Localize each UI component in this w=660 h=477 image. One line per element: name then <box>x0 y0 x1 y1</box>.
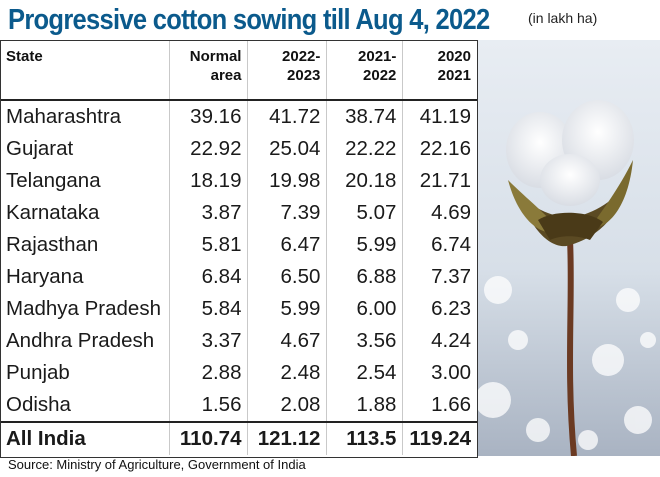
table-row: Karnataka 3.87 7.39 5.07 4.69 <box>0 197 478 229</box>
header-2020-2021: 2020 2021 <box>402 40 478 101</box>
header-label-line1: 2022- <box>282 48 321 65</box>
table-row: Haryana 6.84 6.50 6.88 7.37 <box>0 261 478 293</box>
state-name-cell: All India <box>0 421 170 455</box>
value-cell: 22.92 <box>169 133 249 165</box>
value-cell: 2.54 <box>326 357 404 389</box>
value-cell: 22.22 <box>326 133 404 165</box>
state-name-cell: Gujarat <box>0 133 170 165</box>
header-label-line1: 2021- <box>358 48 397 65</box>
table-row: Odisha 1.56 2.08 1.88 1.66 <box>0 389 478 422</box>
value-cell: 1.56 <box>169 389 249 422</box>
source-note: Source: Ministry of Agriculture, Governm… <box>8 457 306 472</box>
state-name-cell: Andhra Pradesh <box>0 325 170 357</box>
value-cell: 6.50 <box>247 261 328 293</box>
table-row: Andhra Pradesh 3.37 4.67 3.56 4.24 <box>0 325 478 357</box>
value-cell: 6.84 <box>169 261 249 293</box>
value-cell: 41.72 <box>247 100 328 133</box>
state-name-cell: Odisha <box>0 389 170 422</box>
value-cell: 5.99 <box>326 229 404 261</box>
value-cell: 5.99 <box>247 293 328 325</box>
header-state: State <box>0 40 170 101</box>
value-cell: 5.81 <box>169 229 249 261</box>
value-cell: 3.87 <box>169 197 249 229</box>
value-cell: 41.19 <box>402 100 478 133</box>
value-cell: 121.12 <box>247 421 328 455</box>
value-cell: 6.47 <box>247 229 328 261</box>
value-cell: 1.88 <box>326 389 404 422</box>
value-cell: 5.07 <box>326 197 404 229</box>
table-row: Telangana 18.19 19.98 20.18 21.71 <box>0 165 478 197</box>
value-cell: 3.56 <box>326 325 404 357</box>
header-label-line2: 2023 <box>287 67 321 84</box>
value-cell: 21.71 <box>402 165 478 197</box>
table-row: Gujarat 22.92 25.04 22.22 22.16 <box>0 133 478 165</box>
value-cell: 3.00 <box>402 357 478 389</box>
state-name-cell: Maharashtra <box>0 100 170 133</box>
table-body: Maharashtra 39.16 41.72 38.74 41.19 Gujarat 22… <box>0 100 478 455</box>
value-cell: 18.19 <box>169 165 249 197</box>
value-cell: 2.48 <box>247 357 328 389</box>
value-cell: 4.67 <box>247 325 328 357</box>
table-row-total: All India 110.74 121.12 113.5 119.24 <box>0 421 478 455</box>
state-name-cell: Punjab <box>0 357 170 389</box>
header-2021-2022: 2021- 2022 <box>326 40 404 101</box>
table-row: Madhya Pradesh 5.84 5.99 6.00 6.23 <box>0 293 478 325</box>
header-label-line1: 2020 <box>437 48 471 65</box>
value-cell: 7.37 <box>402 261 478 293</box>
value-cell: 5.84 <box>169 293 249 325</box>
header-normal-area: Normal area <box>169 40 249 101</box>
header-label-line1: Normal <box>189 48 242 65</box>
table-row: Rajasthan 5.81 6.47 5.99 6.74 <box>0 229 478 261</box>
table-header-row: State Normal area 2022- 2023 2021- 2022 202… <box>0 40 478 101</box>
value-cell: 20.18 <box>326 165 404 197</box>
value-cell: 110.74 <box>169 421 249 455</box>
value-cell: 4.69 <box>402 197 478 229</box>
cotton-boll-illustration <box>478 40 660 456</box>
state-name-cell: Telangana <box>0 165 170 197</box>
value-cell: 3.37 <box>169 325 249 357</box>
value-cell: 119.24 <box>402 421 478 455</box>
value-cell: 38.74 <box>326 100 404 133</box>
value-cell: 113.5 <box>326 421 404 455</box>
state-name-cell: Rajasthan <box>0 229 170 261</box>
state-name-cell: Haryana <box>0 261 170 293</box>
data-table-container: State Normal area 2022- 2023 2021- 2022 202… <box>0 40 478 455</box>
value-cell: 4.24 <box>402 325 478 357</box>
header-label-line2: 2021 <box>437 67 471 84</box>
header-label-line2: area <box>210 67 242 84</box>
cotton-boll-photo <box>478 40 660 456</box>
state-name-cell: Madhya Pradesh <box>0 293 170 325</box>
value-cell: 1.66 <box>402 389 478 422</box>
value-cell: 2.88 <box>169 357 249 389</box>
value-cell: 6.23 <box>402 293 478 325</box>
unit-note: (in lakh ha) <box>528 10 598 26</box>
header-state-label: State <box>6 48 43 65</box>
value-cell: 22.16 <box>402 133 478 165</box>
chart-title: Progressive cotton sowing till Aug 4, 20… <box>8 4 490 36</box>
header-label-line2: 2022 <box>363 67 397 84</box>
value-cell: 6.00 <box>326 293 404 325</box>
value-cell: 39.16 <box>169 100 249 133</box>
state-name-cell: Karnataka <box>0 197 170 229</box>
value-cell: 6.74 <box>402 229 478 261</box>
value-cell: 6.88 <box>326 261 404 293</box>
header-2022-2023: 2022- 2023 <box>247 40 328 101</box>
value-cell: 7.39 <box>247 197 328 229</box>
cotton-sowing-table: State Normal area 2022- 2023 2021- 2022 202… <box>0 40 478 455</box>
value-cell: 25.04 <box>247 133 328 165</box>
table-row: Maharashtra 39.16 41.72 38.74 41.19 <box>0 100 478 133</box>
table-row: Punjab 2.88 2.48 2.54 3.00 <box>0 357 478 389</box>
value-cell: 19.98 <box>247 165 328 197</box>
value-cell: 2.08 <box>247 389 328 422</box>
